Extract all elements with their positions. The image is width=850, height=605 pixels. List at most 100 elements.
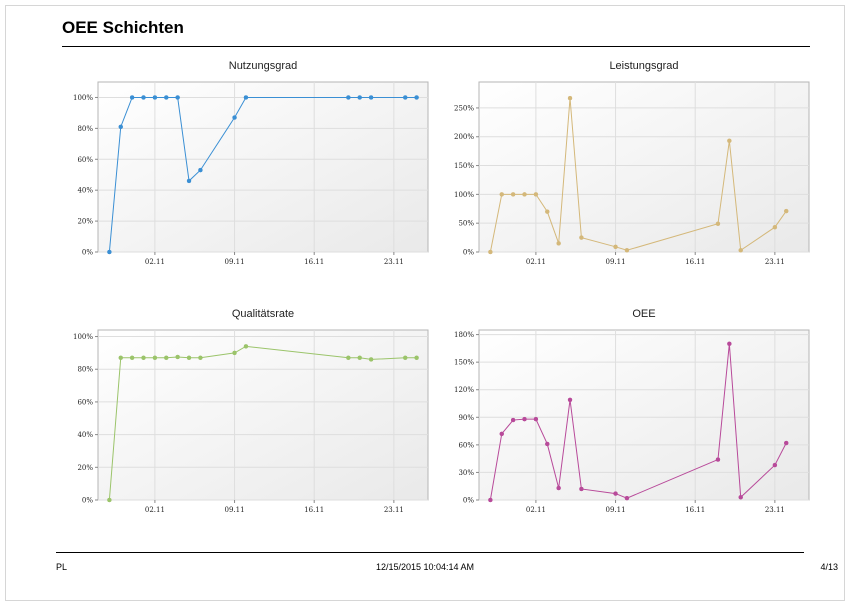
data-point: [727, 138, 732, 144]
data-point: [715, 457, 721, 462]
data-point: [533, 192, 539, 197]
y-tick-label: 90%: [458, 414, 474, 422]
chart-title: Qualitätsrate: [232, 308, 294, 320]
x-tick-label: 16.11: [304, 506, 324, 514]
data-point: [118, 355, 124, 361]
data-point: [414, 355, 419, 361]
y-tick-label: 100%: [73, 333, 93, 341]
data-point: [624, 248, 630, 253]
y-tick-label: 80%: [77, 125, 93, 133]
data-point: [357, 355, 362, 361]
x-tick-label: 16.11: [304, 258, 324, 266]
data-point: [175, 95, 180, 100]
data-point: [402, 95, 408, 100]
y-tick-label: 150%: [454, 359, 474, 367]
data-point: [141, 95, 146, 100]
plot-area: [97, 329, 429, 501]
data-point: [129, 355, 135, 361]
y-tick-label: 20%: [77, 464, 93, 472]
data-point: [567, 95, 573, 101]
data-point: [556, 485, 561, 491]
y-tick-label: 200%: [454, 133, 474, 141]
x-tick-label: 23.11: [765, 506, 785, 514]
data-point: [164, 355, 169, 361]
plot-area: [478, 329, 810, 501]
chart-title: OEE: [632, 308, 655, 320]
x-tick-label: 02.11: [145, 258, 165, 266]
x-tick-label: 09.11: [225, 258, 245, 266]
data-point: [152, 355, 158, 361]
data-point: [175, 354, 180, 360]
data-point: [232, 350, 237, 356]
series-line: [489, 98, 787, 253]
x-tick-label: 23.11: [384, 258, 404, 266]
y-tick-label: 250%: [454, 104, 474, 112]
data-point: [738, 248, 743, 253]
data-point: [186, 355, 192, 361]
data-point: [499, 192, 505, 197]
chart-svg-nutzungsgrad: Nutzungsgrad 0% 20% 40% 60% 80% 100% 02.11 09.11…: [73, 60, 429, 266]
data-point: [118, 124, 124, 130]
data-point: [522, 192, 527, 197]
data-point: [783, 208, 789, 214]
data-point: [579, 235, 584, 240]
data-point: [107, 249, 112, 255]
data-point: [346, 95, 351, 100]
y-tick-label: 60%: [458, 441, 474, 449]
report-title: OEE Schichten: [62, 18, 184, 37]
data-point: [613, 491, 618, 496]
y-tick-label: 0%: [463, 249, 474, 257]
title-divider: [62, 46, 810, 47]
data-point: [783, 440, 789, 446]
chart-nutzungsgrad: Nutzungsgrad 0% 20% 40% 60% 80% 100% 02.11 09.11…: [56, 56, 446, 286]
data-point: [772, 462, 778, 468]
chart-svg-qualitatsrate: Qualitätsrate 0% 20% 40% 60% 80% 100% 02.11 09.1…: [73, 308, 429, 514]
y-tick-label: 100%: [454, 191, 474, 199]
y-tick-label: 80%: [77, 366, 93, 374]
x-tick-label: 02.11: [526, 506, 546, 514]
y-tick-label: 30%: [458, 469, 474, 477]
data-point: [510, 192, 516, 197]
chart-oee: OEE 0% 30% 60% 90% 120% 150% 180% 02.11 09.11 16.1…: [437, 304, 827, 534]
data-point: [772, 224, 778, 230]
y-tick-label: 180%: [454, 331, 474, 339]
chart-title: Nutzungsgrad: [229, 60, 298, 72]
y-tick-label: 40%: [77, 431, 93, 439]
y-tick-label: 100%: [73, 94, 93, 102]
data-point: [488, 497, 493, 503]
y-tick-label: 150%: [454, 162, 474, 170]
data-point: [129, 95, 135, 100]
y-tick-label: 40%: [77, 187, 93, 195]
data-point: [346, 355, 351, 361]
data-point: [499, 431, 505, 437]
data-point: [556, 241, 561, 246]
y-tick-label: 60%: [77, 398, 93, 406]
y-tick-label: 0%: [82, 497, 93, 505]
data-point: [164, 95, 169, 100]
x-tick-label: 09.11: [606, 506, 626, 514]
data-point: [567, 397, 573, 403]
x-tick-label: 16.11: [685, 506, 705, 514]
data-point: [727, 341, 732, 347]
y-tick-label: 50%: [458, 220, 474, 228]
data-point: [533, 416, 539, 422]
data-point: [545, 441, 550, 447]
data-point: [715, 221, 721, 227]
data-point: [738, 494, 743, 500]
data-point: [579, 486, 584, 492]
y-tick-label: 60%: [77, 156, 93, 164]
data-point: [152, 95, 158, 100]
series-line: [489, 343, 787, 501]
x-tick-label: 16.11: [685, 258, 705, 266]
data-point: [357, 95, 362, 100]
data-point: [624, 495, 630, 501]
data-point: [141, 355, 146, 361]
chart-svg-leistungsgrad: Leistungsgrad 0% 50% 100% 150% 200% 250% 02.11 0…: [454, 60, 810, 266]
data-point: [613, 244, 618, 250]
y-tick-label: 120%: [454, 386, 474, 394]
data-point: [414, 95, 419, 100]
footer-left-text: PL: [56, 562, 68, 572]
data-point: [510, 417, 516, 423]
data-point: [488, 249, 493, 255]
y-tick-label: 0%: [463, 497, 474, 505]
